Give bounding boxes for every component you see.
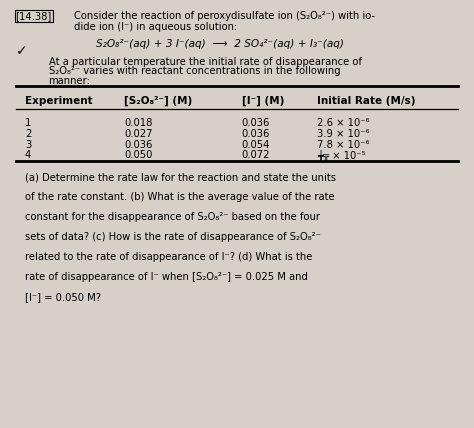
Text: 0.018: 0.018 [124, 118, 152, 128]
Text: Initial Rate (M/s): Initial Rate (M/s) [317, 96, 416, 106]
Text: Consider the reaction of peroxydisulfate ion (S₂O₈²⁻) with io-: Consider the reaction of peroxydisulfate… [74, 11, 375, 21]
Text: 0.036: 0.036 [242, 118, 270, 128]
Text: [S₂O₈²⁻] (M): [S₂O₈²⁻] (M) [124, 96, 192, 106]
Text: 0.072: 0.072 [242, 150, 270, 160]
Text: (a) Determine the rate law for the reaction and state the units: (a) Determine the rate law for the react… [25, 172, 336, 182]
Text: 0.036: 0.036 [124, 140, 152, 150]
Text: S₂O₈²⁻(aq) + 3 I⁻(aq)  ⟶  2 SO₄²⁻(aq) + I₃⁻(aq): S₂O₈²⁻(aq) + 3 I⁻(aq) ⟶ 2 SO₄²⁻(aq) + I₃… [96, 39, 344, 49]
Text: manner:: manner: [48, 76, 91, 86]
Text: [I⁻] (M): [I⁻] (M) [242, 96, 284, 106]
Text: rate of disappearance of I⁻ when [S₂O₈²⁻] = 0.025 M and: rate of disappearance of I⁻ when [S₂O₈²⁻… [25, 272, 308, 282]
Text: ✓: ✓ [16, 44, 27, 58]
Text: sets of data? (c) How is the rate of disappearance of S₂O₈²⁻: sets of data? (c) How is the rate of dis… [25, 232, 321, 242]
Text: 2.6 × 10⁻⁶: 2.6 × 10⁻⁶ [317, 118, 370, 128]
Text: 7.8 × 10⁻⁶: 7.8 × 10⁻⁶ [317, 140, 369, 150]
Text: 3.9 × 10⁻⁶: 3.9 × 10⁻⁶ [317, 129, 369, 139]
Text: ╈╦ × 10⁻⁵: ╈╦ × 10⁻⁵ [317, 150, 366, 162]
Text: constant for the disappearance of S₂O₈²⁻ based on the four: constant for the disappearance of S₂O₈²⁻… [25, 212, 320, 222]
Text: At a particular temperature the initial rate of disappearance of: At a particular temperature the initial … [48, 56, 362, 67]
Text: 0.036: 0.036 [242, 129, 270, 139]
Text: 3: 3 [25, 140, 31, 150]
Text: S₂O₈²⁻ varies with reactant concentrations in the following: S₂O₈²⁻ varies with reactant concentratio… [48, 66, 340, 77]
Text: related to the rate of disappearance of I⁻? (d) What is the: related to the rate of disappearance of … [25, 252, 312, 262]
Text: 0.050: 0.050 [124, 150, 152, 160]
Text: [14.38]: [14.38] [16, 11, 52, 21]
Text: Experiment: Experiment [25, 96, 92, 106]
Text: 0.054: 0.054 [242, 140, 270, 150]
Text: 4: 4 [25, 150, 31, 160]
Text: of the rate constant. (b) What is the average value of the rate: of the rate constant. (b) What is the av… [25, 192, 335, 202]
Text: dide ion (I⁻) in aqueous solution:: dide ion (I⁻) in aqueous solution: [74, 22, 237, 32]
Text: 2: 2 [25, 129, 31, 139]
Text: [I⁻] = 0.050 M?: [I⁻] = 0.050 M? [25, 292, 101, 302]
Text: 0.027: 0.027 [124, 129, 153, 139]
Text: 1: 1 [25, 118, 31, 128]
